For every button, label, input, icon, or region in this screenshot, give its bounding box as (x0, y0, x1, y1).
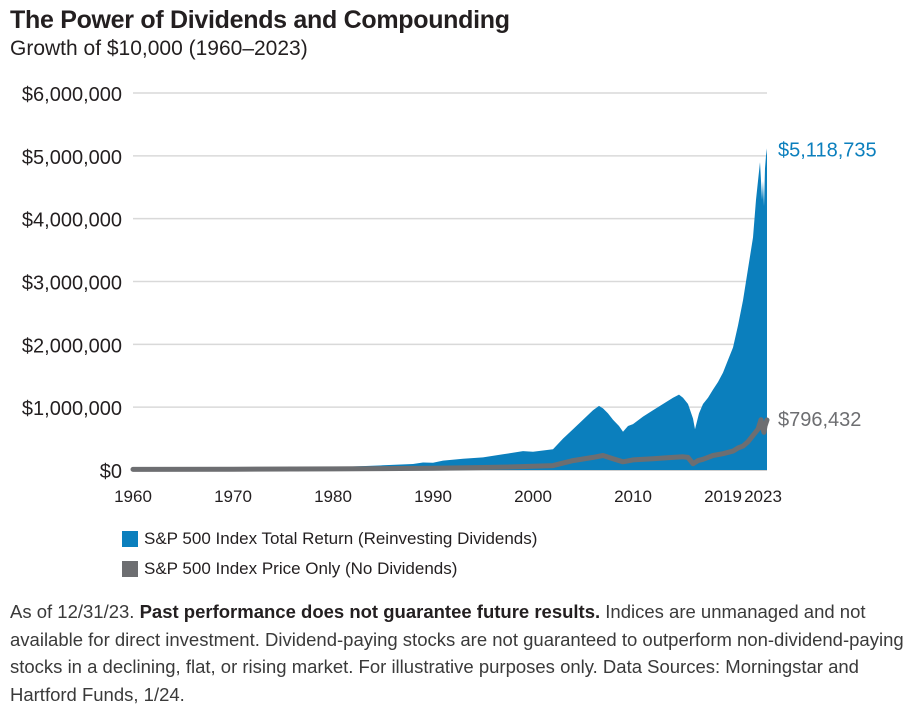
y-tick-label: $2,000,000 (22, 335, 122, 357)
y-tick-label: $4,000,000 (22, 210, 122, 232)
end-labels: $5,118,735 $796,432 (778, 139, 877, 431)
legend: S&P 500 Index Total Return (Reinvesting … (122, 524, 537, 584)
x-tick-label: 2010 (614, 487, 652, 506)
series-layer (130, 148, 770, 472)
legend-label-total-return: S&P 500 Index Total Return (Reinvesting … (144, 529, 538, 548)
end-label-price-only: $796,432 (778, 409, 861, 431)
x-tick-label: 1980 (314, 487, 352, 506)
y-axis: $0 $1,000,000 $2,000,000 $3,000,000 $4,000,0… (22, 84, 122, 483)
y-tick-label: $3,000,000 (22, 273, 122, 295)
x-tick-label: 2023 (744, 487, 782, 506)
footnote-disclaimer: Past performance does not guarantee futu… (139, 601, 601, 622)
y-tick-label: $5,000,000 (22, 147, 122, 169)
legend-swatch-price-only (122, 561, 138, 577)
end-label-total-return: $5,118,735 (778, 139, 877, 161)
footnote: As of 12/31/23. Past performance does no… (10, 598, 910, 708)
chart-canvas: $0 $1,000,000 $2,000,000 $3,000,000 $4,000,0… (22, 84, 877, 506)
legend-swatch-total-return (122, 531, 138, 547)
x-axis: 1960 1970 1980 1990 2000 2010 2019 2023 (114, 487, 782, 506)
x-tick-label: 1990 (414, 487, 452, 506)
chart-title: The Power of Dividends and Compounding (10, 6, 510, 34)
y-tick-label: $6,000,000 (22, 84, 122, 106)
x-tick-label: 1970 (214, 487, 252, 506)
y-tick-label: $1,000,000 (22, 398, 122, 420)
legend-label-price-only: S&P 500 Index Price Only (No Dividends) (144, 559, 458, 578)
x-tick-label: 2019 (704, 487, 742, 506)
series-area-total-return (133, 148, 767, 470)
footnote-lead: As of 12/31/23. (10, 601, 140, 622)
x-tick-label: 2000 (514, 487, 552, 506)
y-tick-label: $0 (100, 461, 122, 483)
series-line-price-only (130, 417, 770, 472)
legend-item-total-return: S&P 500 Index Total Return (Reinvesting … (122, 524, 537, 554)
x-tick-label: 1960 (114, 487, 152, 506)
chart-subtitle: Growth of $10,000 (1960–2023) (10, 37, 308, 60)
footnote-body: Indices are unmanaged and not available … (10, 601, 904, 705)
legend-item-price-only: S&P 500 Index Price Only (No Dividends) (122, 554, 537, 584)
